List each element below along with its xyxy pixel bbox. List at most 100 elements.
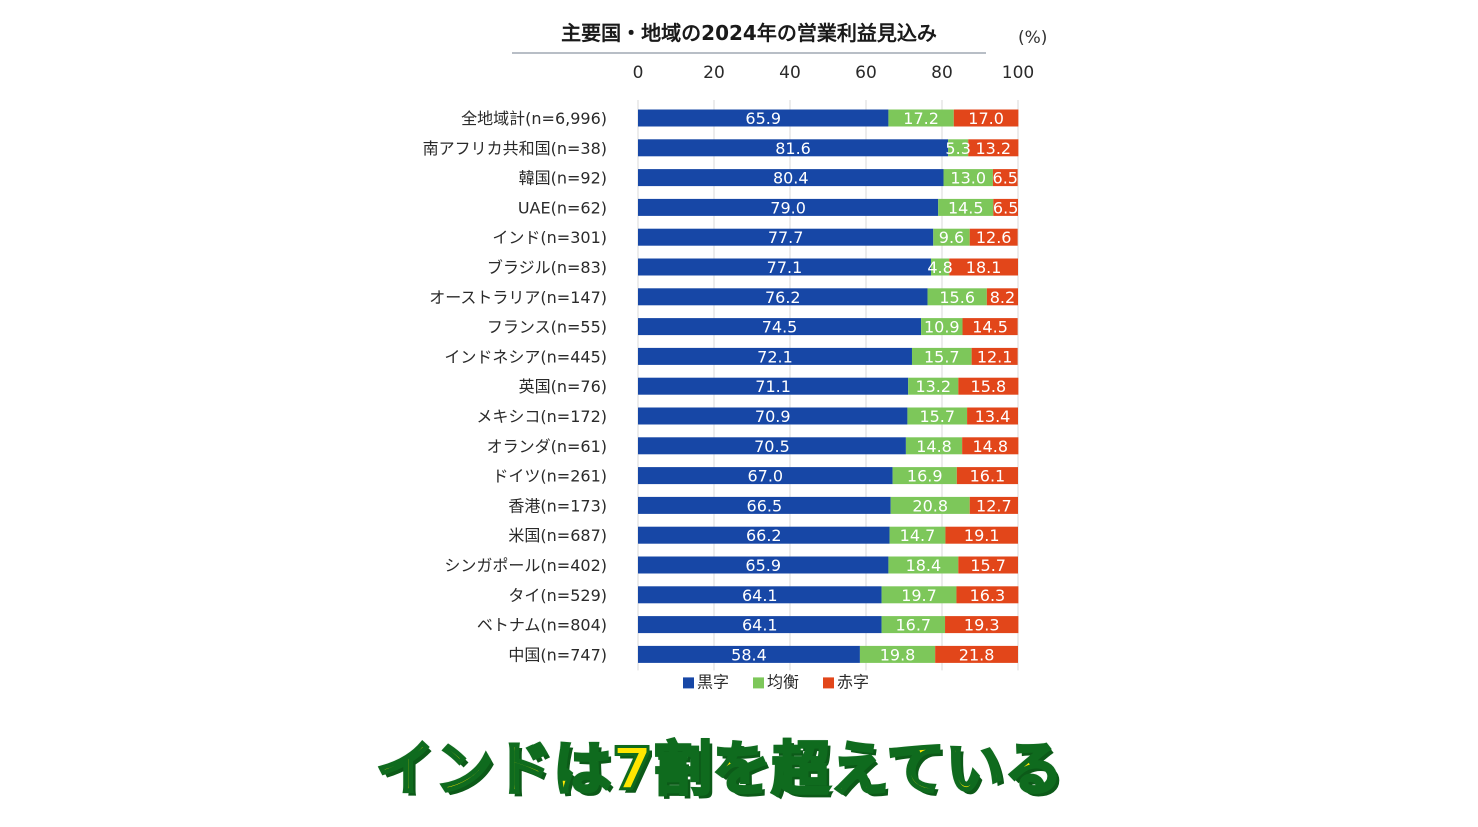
bar-value-label: 70.5 (754, 437, 790, 456)
row-label: 韓国(n=92) (519, 169, 607, 188)
row-label: シンガポール(n=402) (444, 556, 607, 575)
bar-segment-balance (881, 616, 946, 634)
bar-value-label: 14.5 (972, 318, 1008, 337)
row-label: オランダ(n=61) (487, 437, 607, 456)
bar-value-label: 18.4 (906, 556, 942, 575)
bar-value-label: 5.3 (945, 139, 970, 158)
bar-segment-balance (888, 556, 959, 574)
bar-value-label: 72.1 (757, 347, 793, 366)
bar-value-label: 9.6 (939, 228, 964, 247)
bar-value-label: 14.8 (972, 437, 1008, 456)
bar-segment-profit (638, 556, 889, 574)
bar-segment-profit (638, 198, 939, 216)
bar-value-label: 12.1 (977, 347, 1013, 366)
bar-value-label: 15.7 (919, 407, 955, 426)
bar-value-label: 71.1 (755, 377, 791, 396)
row-label: 全地域計(n=6,996) (461, 109, 607, 128)
legend-label: 黒字 (697, 672, 729, 691)
bar-segment-balance (930, 258, 950, 276)
bar-value-label: 20.8 (912, 496, 948, 515)
row-label: 米国(n=687) (508, 526, 607, 545)
bar-value-label: 4.8 (927, 258, 952, 277)
bar-value-label: 18.1 (966, 258, 1002, 277)
row-label: ベトナム(n=804) (477, 616, 607, 635)
row-label: 中国(n=747) (508, 645, 607, 664)
bar-value-label: 15.7 (970, 556, 1006, 575)
legend-label: 均衡 (767, 672, 799, 691)
bar-segment-balance (907, 407, 968, 425)
bar-value-label: 13.2 (975, 139, 1011, 158)
row-label: 南アフリカ共和国(n=38) (423, 139, 607, 158)
bar-segment-balance (890, 496, 970, 514)
bar-segment-loss (962, 318, 1018, 336)
bar-segment-loss (949, 258, 1018, 276)
row-label: ブラジル(n=83) (487, 258, 607, 277)
bar-value-label: 77.1 (767, 258, 803, 277)
row-label: 英国(n=76) (519, 377, 607, 396)
bar-value-label: 15.6 (939, 288, 975, 307)
bar-segment-balance (908, 377, 959, 395)
bar-value-label: 76.2 (765, 288, 801, 307)
bar-segment-profit (638, 616, 882, 634)
row-label: インドネシア(n=445) (444, 347, 607, 366)
bar-value-label: 74.5 (762, 318, 798, 337)
bar-value-label: 79.0 (770, 198, 806, 217)
bar-value-label: 81.6 (775, 139, 811, 158)
bar-segment-loss (956, 586, 1019, 604)
bar-value-label: 58.4 (731, 645, 767, 664)
bar-segment-loss (956, 467, 1018, 485)
bar-segment-loss (971, 347, 1018, 365)
bar-value-label: 16.7 (895, 616, 931, 635)
bar-segment-balance (933, 228, 970, 246)
bar-segment-profit (638, 347, 912, 365)
x-tick-label: 60 (855, 63, 877, 83)
bar-value-label: 19.7 (901, 586, 937, 605)
bar-value-label: 65.9 (745, 556, 781, 575)
bar-value-label: 80.4 (773, 169, 809, 188)
bar-value-label: 15.8 (971, 377, 1007, 396)
bar-segment-profit (638, 109, 889, 127)
bar-segment-loss (969, 496, 1018, 514)
row-label: オーストラリア(n=147) (429, 288, 607, 307)
bar-segment-balance (911, 347, 972, 365)
bar-segment-loss (958, 556, 1018, 574)
bar-value-label: 8.2 (990, 288, 1015, 307)
bar-segment-profit (638, 496, 891, 514)
bar-value-label: 67.0 (747, 467, 783, 486)
bar-value-label: 17.2 (903, 109, 939, 128)
bar-segment-loss (969, 228, 1018, 246)
bar-segment-loss (958, 377, 1019, 395)
bar-value-label: 14.8 (916, 437, 952, 456)
bar-segment-balance (889, 526, 946, 544)
bar-value-label: 12.7 (976, 496, 1012, 515)
bar-segment-balance (892, 467, 957, 485)
bar-segment-balance (948, 139, 969, 157)
bar-segment-balance (888, 109, 954, 127)
bar-segment-balance (905, 437, 963, 455)
bar-value-label: 13.4 (975, 407, 1011, 426)
bar-segment-profit (638, 377, 909, 395)
x-tick-label: 40 (779, 63, 801, 83)
bar-value-label: 12.6 (976, 228, 1012, 247)
bar-segment-profit (638, 169, 944, 187)
bar-segment-profit (638, 437, 906, 455)
bar-value-label: 15.7 (924, 347, 960, 366)
bar-segment-balance (938, 198, 994, 216)
bar-segment-profit (638, 467, 893, 485)
bar-segment-profit (638, 645, 860, 663)
bar-value-label: 16.3 (970, 586, 1006, 605)
x-tick-label: 80 (931, 63, 953, 83)
bar-value-label: 14.5 (948, 198, 984, 217)
bar-segment-loss (935, 645, 1018, 663)
bar-segment-loss (962, 437, 1019, 455)
x-tick-label: 100 (1002, 63, 1034, 83)
bar-value-label: 65.9 (745, 109, 781, 128)
bar-segment-loss (945, 616, 1019, 634)
row-label: ドイツ(n=261) (492, 467, 607, 486)
bar-value-label: 21.8 (959, 645, 995, 664)
bar-segment-balance (927, 288, 987, 306)
bar-value-label: 70.9 (755, 407, 791, 426)
bar-segment-loss (945, 526, 1018, 544)
bar-segment-balance (943, 169, 993, 187)
unit-label: (%) (1018, 28, 1048, 48)
